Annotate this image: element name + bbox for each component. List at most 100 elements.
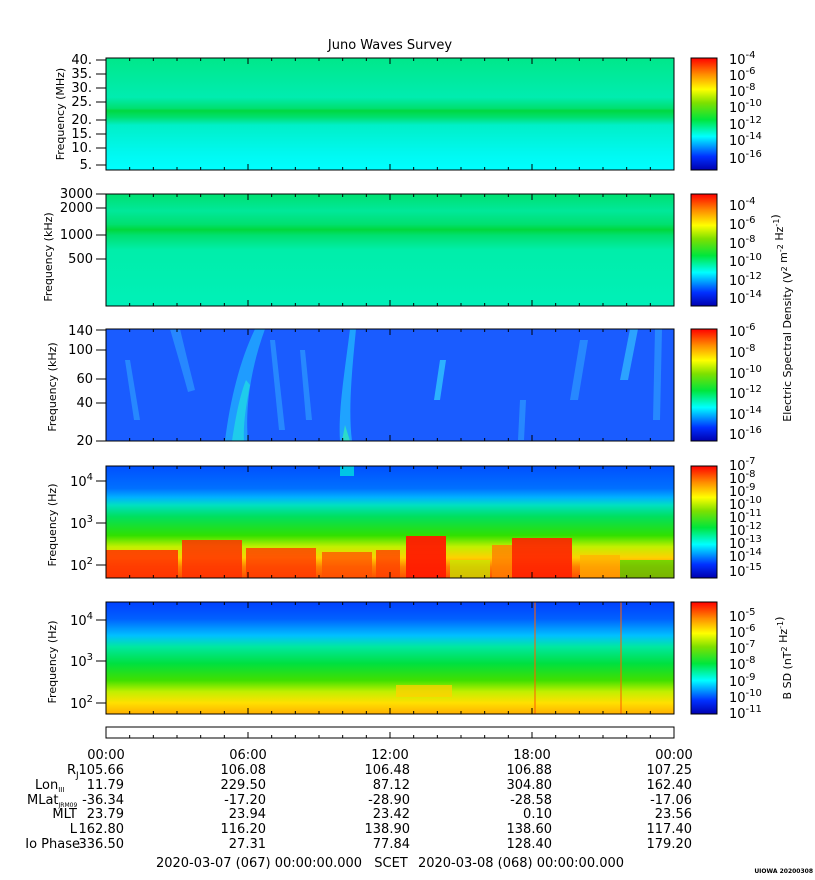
colorbar-mhz [690, 57, 718, 171]
cbar-tick-label: 10-14 [729, 131, 762, 149]
cell: 336.50 [79, 837, 125, 852]
ytick-label: 25. [71, 95, 92, 110]
time-label: 06:00 [229, 748, 266, 763]
colorbar-ticks-mhz: 10-4 10-6 10-8 10-10 10-12 10-14 10-16 [729, 50, 762, 167]
ytick-label: 30. [71, 81, 92, 96]
row-label-mlt: MLT [52, 807, 77, 822]
cell: 229.50 [221, 778, 267, 793]
yticks-khz-low: 140 100 60 40 20 [68, 324, 93, 449]
ytick-label: 500 [68, 252, 93, 267]
yticks-khz-high: 3000 2000 1000 500 [60, 187, 93, 267]
ytick-label: 103 [70, 514, 93, 532]
colorbar-khz-high [690, 193, 718, 307]
cell: 0.10 [523, 807, 552, 822]
spectrogram-khz-high [106, 194, 674, 306]
ytick-label: 10. [71, 141, 92, 156]
cbar-tick-label: 10-10 [729, 495, 762, 513]
cbar-tick-label: 10-9 [729, 482, 756, 500]
colorbar-khz-low [690, 328, 718, 442]
footer-start-time: 2020-03-07 (067) 00:00:00.000 [156, 856, 362, 871]
row-label-l: L [70, 822, 78, 837]
cell: 162.80 [79, 822, 125, 837]
ytick-label: 1000 [60, 228, 93, 243]
cbar-tick-label: 10-4 [729, 50, 756, 68]
cbar-tick-label: 10-12 [729, 384, 762, 402]
cbar-tick-label: 10-14 [729, 289, 762, 307]
cbar-tick-label: 10-6 [729, 322, 756, 340]
cbar-tick-label: 10-12 [729, 271, 762, 289]
cell: 117.40 [647, 822, 693, 837]
cell: 23.42 [373, 807, 410, 822]
cell: -17.06 [650, 793, 692, 808]
footer-scet: SCET [374, 856, 408, 871]
row-labels: RJ LonIII MLatJRM09 MLT L Io Phase [25, 763, 80, 852]
cell: 23.56 [655, 807, 692, 822]
panel-electric-khz-low: Frequency (kHz) 140 100 60 40 20 10-6 10… [46, 322, 762, 449]
ytick-label: 15. [71, 127, 92, 142]
cbar-tick-label: 10-10 [729, 252, 762, 270]
row-values-l: 162.80 116.20 138.90 138.60 117.40 [79, 822, 693, 837]
row-values-mlat: -36.34 -17.20 -28.90 -28.58 -17.06 [82, 793, 692, 808]
ylabel-khz-high: Frequency (kHz) [42, 212, 55, 301]
cbar-tick-label: 10-14 [729, 547, 762, 565]
panel-electric-khz-high: Frequency (kHz) 3000 2000 1000 500 10-4 … [42, 187, 762, 307]
cbar-tick-label: 10-12 [729, 521, 762, 539]
ytick-label: 104 [70, 611, 93, 629]
cell: -36.34 [82, 793, 124, 808]
cell: 11.79 [87, 778, 124, 793]
colorbar-label-electric: Electric Spectral Density (V2 m-2 Hz-1) [769, 214, 794, 421]
ylabel-mhz: Frequency (MHz) [54, 68, 67, 160]
cbar-tick-label: 10-10 [729, 688, 762, 706]
ytick-label: 104 [70, 472, 93, 490]
time-label: 18:00 [513, 748, 550, 763]
cell: 106.08 [221, 763, 267, 778]
footer-end-time: 2020-03-08 (068) 00:00:00.000 [418, 856, 624, 871]
ephemeris-table: 00:00 06:00 12:00 18:00 00:00 RJ LonIII … [25, 748, 692, 871]
ytick-label: 40 [76, 396, 93, 411]
cell: 23.79 [87, 807, 124, 822]
cbar-tick-label: 10-15 [729, 562, 762, 580]
cbar-tick-label: 10-16 [729, 149, 762, 167]
cell: 128.40 [507, 837, 553, 852]
ytick-label: 40. [71, 53, 92, 68]
panel-electric-mhz: Frequency (MHz) 40. 35. 30. 25. 20. 15. … [54, 50, 762, 173]
spectrogram-mhz [106, 58, 674, 170]
cbar-tick-label: 10-8 [729, 82, 756, 100]
colorbar-label-magnetic: B SD (nT2 Hz-1) [773, 617, 794, 700]
time-label: 00:00 [87, 748, 124, 763]
cell: -28.58 [510, 793, 552, 808]
ytick-label: 60 [76, 372, 93, 387]
cbar-tick-label: 10-9 [729, 672, 756, 690]
time-label: 00:00 [655, 748, 692, 763]
cbar-tick-label: 10-13 [729, 534, 762, 552]
spectrogram-magnetic [106, 602, 674, 714]
cell: 105.66 [79, 763, 125, 778]
colorbar-electric-hz [690, 465, 718, 579]
cell: -17.20 [224, 793, 266, 808]
cell: 23.94 [229, 807, 266, 822]
cbar-tick-label: 10-6 [729, 623, 756, 641]
row-values-mlt: 23.79 23.94 23.42 0.10 23.56 [87, 807, 692, 822]
colorbar-ticks-electric-hz: 10-7 10-8 10-9 10-10 10-11 10-12 10-13 1… [729, 456, 762, 580]
cbar-tick-label: 10-10 [729, 364, 762, 382]
ytick-label: 2000 [60, 201, 93, 216]
ytick-label: 20 [76, 434, 93, 449]
row-values-io-phase: 336.50 27.31 77.84 128.40 179.20 [79, 837, 693, 852]
cbar-tick-label: 10-8 [729, 655, 756, 673]
cell: 162.40 [647, 778, 693, 793]
low-frequency-bursts [106, 536, 674, 578]
colorbar-magnetic [690, 601, 718, 715]
time-label: 12:00 [371, 748, 408, 763]
ylabel-magnetic: Frequency (Hz) [46, 621, 59, 704]
cell: 179.20 [647, 837, 693, 852]
cbar-tick-label: 10-5 [729, 607, 756, 625]
yticks-mhz: 40. 35. 30. 25. 20. 15. 10. 5. [71, 53, 92, 173]
cell: 77.84 [373, 837, 410, 852]
cell: 304.80 [507, 778, 553, 793]
time-labels: 00:00 06:00 12:00 18:00 00:00 [87, 748, 692, 763]
cell: 87.12 [373, 778, 410, 793]
cbar-tick-label: 10-6 [729, 215, 756, 233]
ytick-label: 100 [68, 343, 93, 358]
cbar-tick-label: 10-16 [729, 425, 762, 443]
cbar-tick-label: 10-4 [729, 196, 756, 214]
